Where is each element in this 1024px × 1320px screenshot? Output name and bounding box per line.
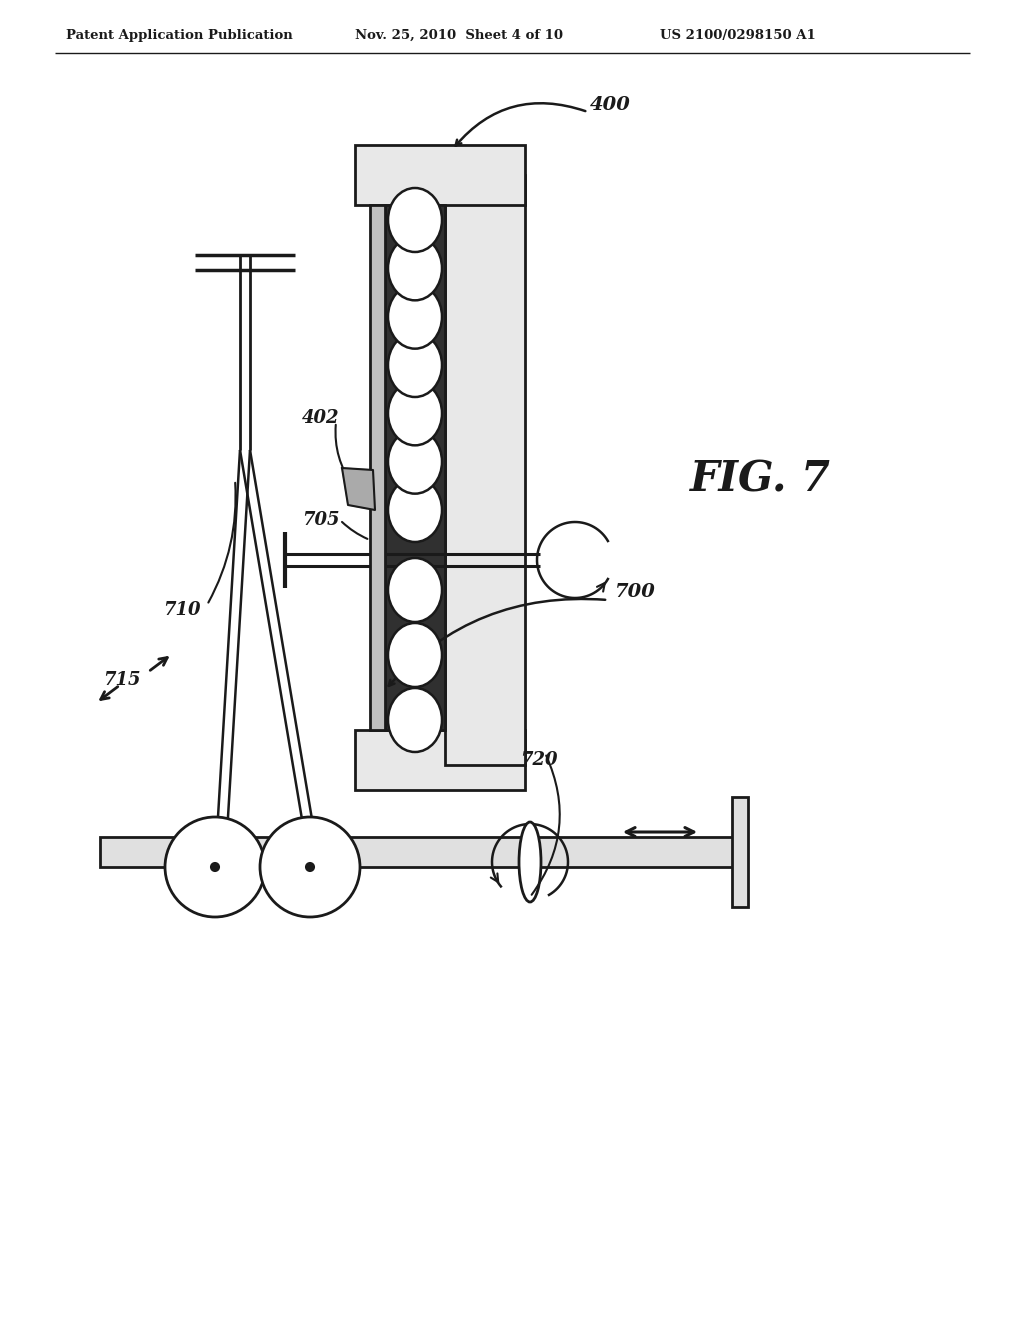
Text: 400: 400 xyxy=(590,96,631,114)
Bar xyxy=(445,176,525,766)
Text: FIG. 7: FIG. 7 xyxy=(690,459,831,502)
Text: Patent Application Publication: Patent Application Publication xyxy=(66,29,293,41)
Ellipse shape xyxy=(388,381,442,445)
Text: Nov. 25, 2010  Sheet 4 of 10: Nov. 25, 2010 Sheet 4 of 10 xyxy=(355,29,563,41)
Bar xyxy=(100,837,740,867)
Polygon shape xyxy=(342,469,375,510)
Ellipse shape xyxy=(388,430,442,494)
Bar xyxy=(355,145,525,205)
Text: 700: 700 xyxy=(615,583,656,601)
Text: 720: 720 xyxy=(520,751,557,770)
Ellipse shape xyxy=(388,558,442,622)
Circle shape xyxy=(211,863,219,871)
Ellipse shape xyxy=(388,187,442,252)
Text: US 2100/0298150 A1: US 2100/0298150 A1 xyxy=(660,29,816,41)
Ellipse shape xyxy=(388,688,442,752)
Bar xyxy=(370,205,385,730)
Ellipse shape xyxy=(388,623,442,686)
Ellipse shape xyxy=(388,236,442,301)
Ellipse shape xyxy=(388,333,442,397)
Bar xyxy=(355,730,525,789)
Ellipse shape xyxy=(519,822,541,902)
Circle shape xyxy=(260,817,360,917)
Circle shape xyxy=(165,817,265,917)
Text: 710: 710 xyxy=(163,601,201,619)
Text: 705: 705 xyxy=(302,511,340,529)
Text: 402: 402 xyxy=(302,409,340,426)
Bar xyxy=(385,205,445,730)
Ellipse shape xyxy=(388,478,442,543)
Ellipse shape xyxy=(388,285,442,348)
Text: 715: 715 xyxy=(103,671,140,689)
Circle shape xyxy=(306,863,314,871)
Bar xyxy=(732,797,748,907)
